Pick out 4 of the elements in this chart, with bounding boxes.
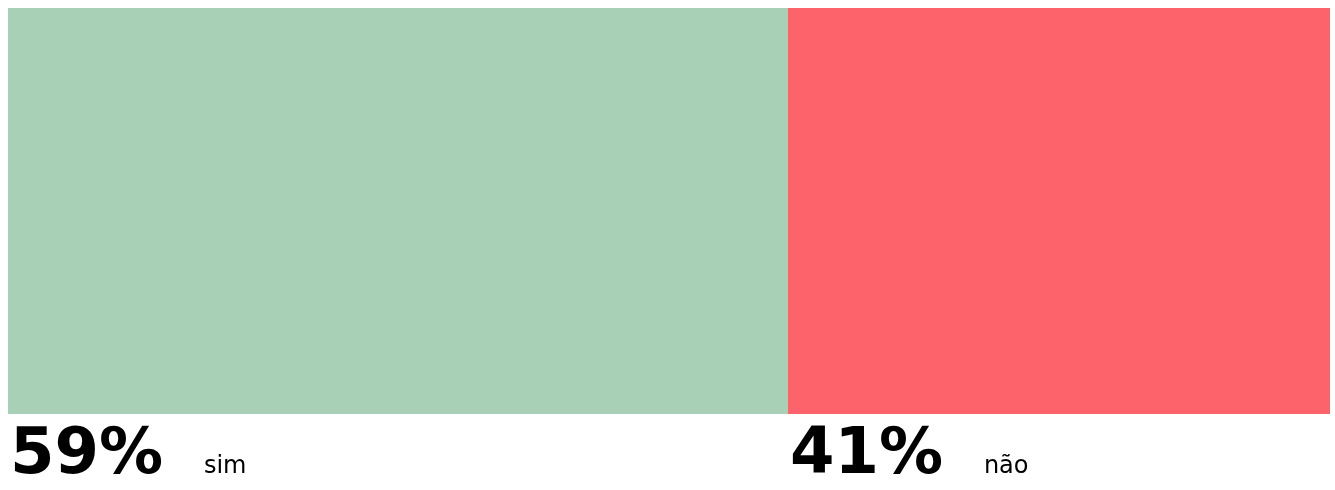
series-label: não <box>983 451 1029 479</box>
data-label: 59% <box>10 414 164 488</box>
data-label: 41% <box>790 414 944 488</box>
series-label: sim <box>203 451 247 479</box>
